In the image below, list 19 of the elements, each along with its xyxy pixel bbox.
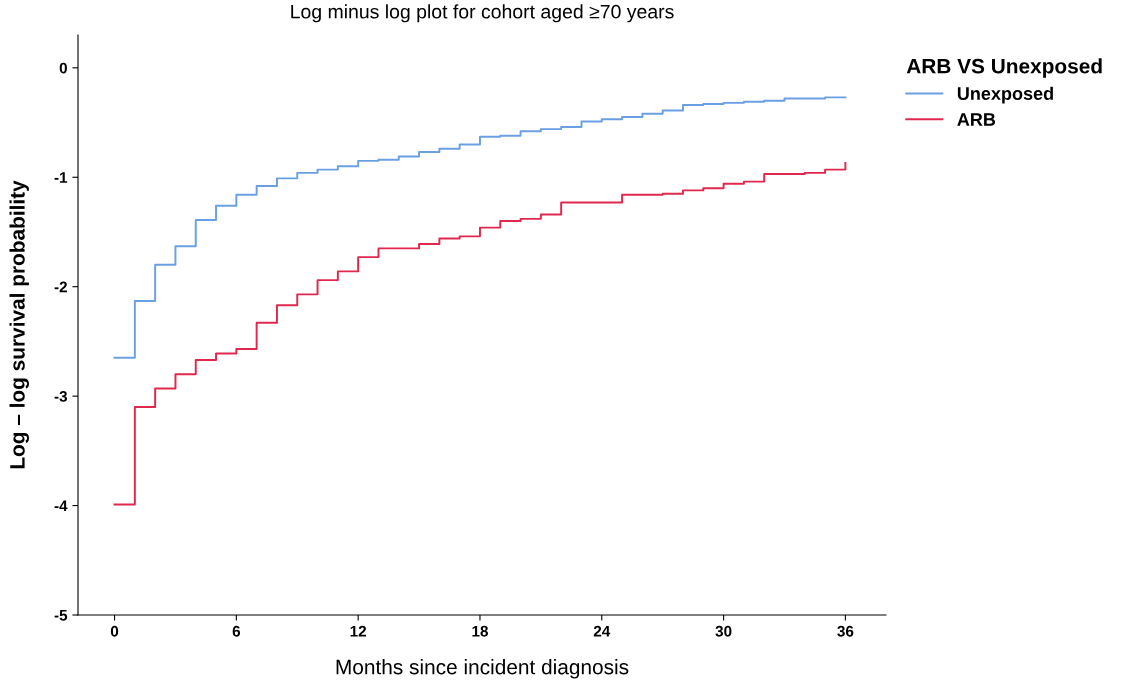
y-tick-label: -3: [54, 391, 68, 402]
x-tick-label: 12: [350, 625, 367, 637]
chart-title: Log minus log plot for cohort aged ≥70 years: [291, 4, 674, 23]
legend-title: ARB VS Unexposed: [906, 58, 1102, 78]
y-tick-label: -1: [54, 172, 68, 183]
y-tick-label: -5: [54, 610, 68, 621]
y-tick-label: -4: [54, 500, 68, 512]
x-tick-label: 18: [472, 625, 488, 637]
x-axis-title: Months since incident diagnosis: [336, 659, 629, 679]
x-tick-label: 30: [715, 625, 732, 637]
x-tick-label: 0: [110, 625, 119, 637]
y-tick-label: -2: [54, 281, 67, 293]
legend-label: ARB: [957, 113, 996, 126]
x-tick-label: 6: [232, 625, 241, 637]
x-tick-label: 24: [593, 625, 611, 637]
y-tick-label: 0: [59, 62, 67, 74]
y-axis-title: Log – log survival probability: [9, 180, 29, 469]
legend-label: Unexposed: [957, 86, 1053, 104]
x-tick-label: 36: [837, 625, 854, 637]
